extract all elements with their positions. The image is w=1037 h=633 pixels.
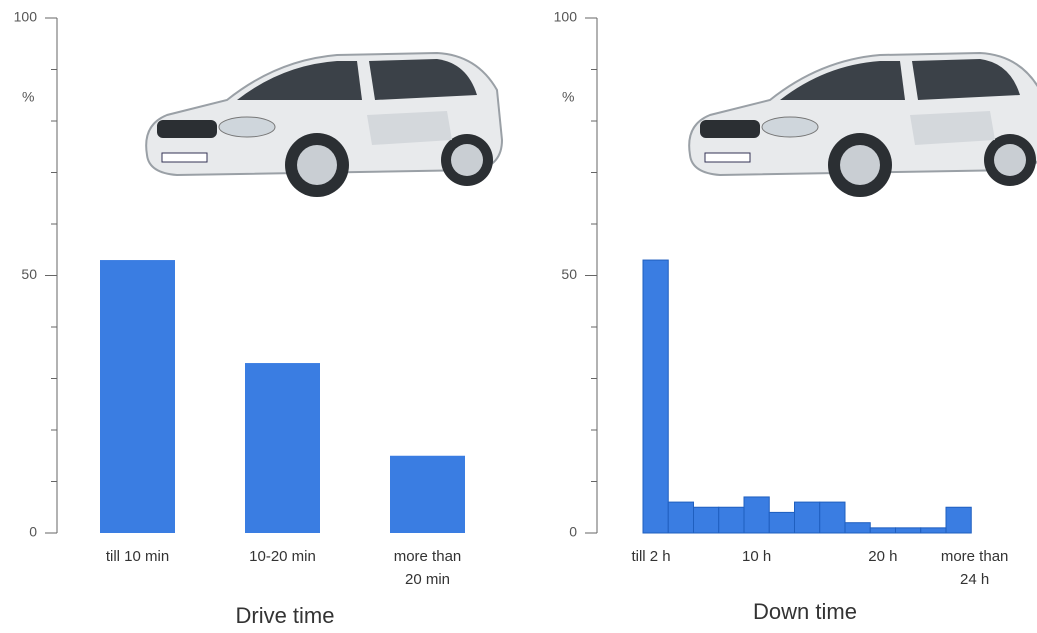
x-tick-label: more than [394,548,462,565]
y-axis-label: % [22,89,34,105]
histogram-bar [643,260,668,533]
x-tick-label: 20 h [868,548,897,565]
x-axis-title: Drive time [235,603,334,628]
x-tick-label: 24 h [960,571,989,588]
bar [100,260,175,533]
y-tick-label: 100 [554,9,578,25]
histogram-bar [744,497,769,533]
bar [245,363,320,533]
x-tick-label: till 10 min [106,548,169,565]
y-tick-label: 0 [569,524,577,540]
histogram-bar [896,528,921,533]
histogram-bar [769,512,794,533]
chart: 0 50 100% Drive time till 10 min 10-20 min mor… [0,0,1037,633]
y-axis-label: % [562,89,574,105]
x-axis-title: Down time [753,599,857,624]
y-tick-label: 100 [14,9,38,25]
y-tick-label: 50 [21,266,37,282]
histogram-bar [946,507,971,533]
y-tick-label: 50 [561,266,577,282]
x-tick-label: 10 h [742,548,771,565]
x-tick-label: till 2 h [631,548,670,565]
bar [390,456,465,533]
histogram-bar [870,528,895,533]
histogram-bar [668,502,693,533]
histogram-bar [795,502,820,533]
x-tick-label: more than [941,548,1009,565]
histogram-bar [694,507,719,533]
histogram-bar [719,507,744,533]
y-tick-label: 0 [29,524,37,540]
car-image [146,53,502,197]
x-tick-label: 10-20 min [249,548,316,565]
car-image [689,53,1037,197]
histogram-bar [820,502,845,533]
histogram-bar [845,523,870,533]
x-tick-label: 20 min [405,571,450,588]
histogram-bar [921,528,946,533]
